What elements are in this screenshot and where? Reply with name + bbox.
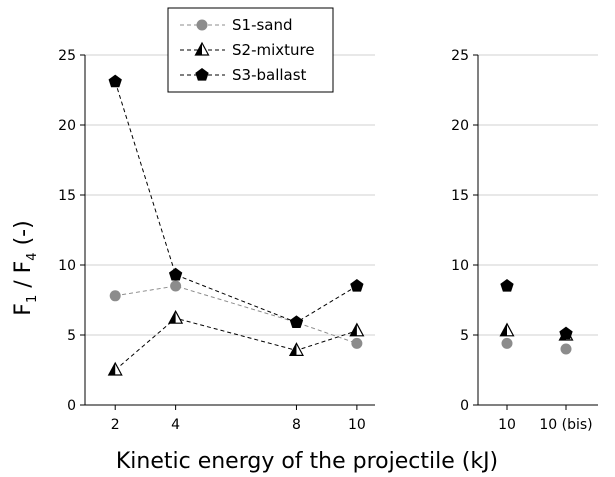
data-point-s3-ballast	[350, 279, 364, 292]
y-tick-label: 15	[451, 188, 469, 204]
y-tick-label: 10	[451, 258, 469, 274]
y-tick-label: 25	[451, 48, 469, 64]
series-s3-ballast	[108, 74, 364, 329]
legend-item-s1-sand: S1-sand	[180, 16, 293, 34]
data-point-s1-sand	[560, 343, 572, 355]
data-point-s1-sand	[351, 337, 363, 349]
legend-marker	[195, 68, 209, 81]
x-tick-label: 10 (bis)	[539, 417, 592, 433]
left-panel: 0 5 10 15 20 25 2 4 8 10	[58, 48, 375, 433]
series-line-s1-sand	[115, 285, 358, 344]
data-point-s2-mixture	[107, 361, 123, 376]
y-tick-label: 25	[58, 48, 76, 64]
y-tick-label: 0	[67, 398, 76, 414]
legend: S1-sand S2-mixture S3-ballast	[167, 7, 334, 93]
y-tick-label: 20	[58, 118, 76, 134]
data-point-s2-mixture	[499, 322, 515, 337]
x-tick-label: 2	[111, 417, 120, 433]
x-axis-title: Kinetic energy of the projectile (kJ)	[116, 449, 498, 474]
right-panel: 0 5 10 15 20 25 10 10 (bis)	[451, 48, 598, 433]
legend-item-s2-mixture: S2-mixture	[180, 41, 315, 59]
series-line-s2-mixture	[114, 317, 358, 371]
data-point-s1-sand	[501, 337, 513, 349]
data-point-s2-mixture	[168, 309, 184, 324]
x-tick-label: 8	[292, 417, 301, 433]
x-tick-label: 4	[171, 417, 180, 433]
y-tick-label: 5	[460, 328, 469, 344]
y-tick-label: 20	[451, 118, 469, 134]
data-point-s3-ballast	[108, 74, 122, 88]
data-point-s1-sand	[109, 290, 121, 302]
legend-label: S3-ballast	[232, 66, 307, 84]
series-s1-sand	[501, 337, 572, 355]
x-tick-label: 10	[348, 417, 366, 433]
data-point-s2-mixture	[349, 322, 365, 337]
legend-item-s3-ballast: S3-ballast	[180, 66, 307, 84]
series-s2-mixture	[107, 309, 365, 376]
legend-label: S1-sand	[232, 16, 293, 34]
svg-text:F1 / F4 (-): F1 / F4 (-)	[11, 220, 40, 315]
series-line-s3-ballast	[114, 81, 358, 323]
y-axis-title: F1 / F4 (-)	[11, 220, 40, 315]
series-s1-sand	[109, 280, 363, 349]
legend-label: S2-mixture	[232, 41, 315, 59]
data-point-s3-ballast	[168, 267, 183, 281]
data-point-s3-ballast	[559, 326, 573, 340]
y-tick-label: 5	[67, 328, 76, 344]
data-point-s2-mixture	[288, 342, 304, 356]
x-tick-label: 10	[498, 417, 516, 433]
y-tick-label: 0	[460, 398, 469, 414]
data-point-s1-sand	[170, 280, 182, 292]
legend-marker	[196, 19, 208, 31]
y-tick-label: 10	[58, 258, 76, 274]
data-point-s3-ballast	[500, 279, 514, 292]
y-tick-label: 15	[58, 188, 76, 204]
legend-marker	[194, 41, 210, 56]
data-point-s3-ballast	[289, 315, 304, 329]
series-s3-ballast	[500, 279, 573, 340]
